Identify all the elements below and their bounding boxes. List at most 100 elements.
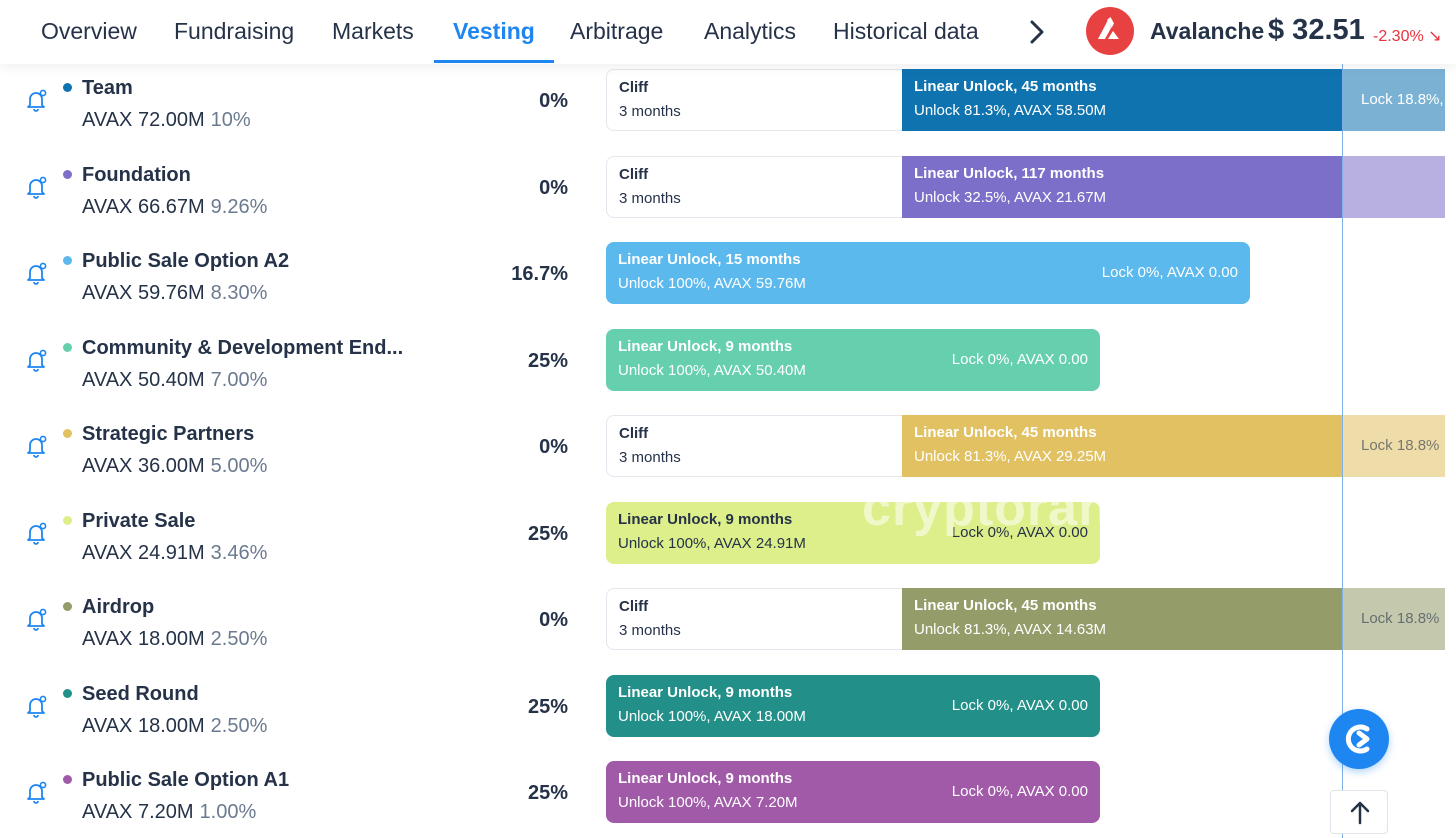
unlock-title: Linear Unlock, 9 months	[618, 770, 793, 787]
lock-detail: Lock 0%, AVAX 0.00	[951, 351, 1088, 368]
vesting-row: Seed Round AVAX 18.00M 2.50% 25% Linear Unlo…	[0, 674, 1456, 760]
notification-bell-icon[interactable]	[22, 173, 50, 201]
allocation-name: Team	[82, 77, 133, 99]
vesting-row: Team AVAX 72.00M 10% 0% Cliff 3 months Linear …	[0, 68, 1456, 154]
linear-unlock-segment[interactable]: Linear Unlock, 15 months Unlock 100%, AVA…	[606, 242, 1250, 304]
allocation-color-dot	[63, 775, 72, 784]
allocation-name: Airdrop	[82, 596, 155, 618]
tab-overview[interactable]: Overview	[41, 18, 137, 44]
allocation-amount: AVAX 50.40M 7.00%	[82, 369, 268, 391]
allocation-amount: AVAX 59.76M 8.30%	[82, 282, 268, 304]
notification-bell-icon[interactable]	[22, 259, 50, 287]
cliff-title: Cliff	[619, 598, 649, 615]
tge-unlock-percent: 25%	[527, 696, 568, 718]
vesting-row: Public Sale Option A2 AVAX 59.76M 8.30% 16.…	[0, 241, 1456, 327]
tab-fundraising[interactable]: Fundraising	[174, 18, 295, 44]
unlock-detail: Unlock 32.5%, AVAX 21.67M	[914, 189, 1107, 206]
linear-unlock-segment[interactable]: Linear Unlock, 9 months Unlock 100%, AVAX…	[606, 675, 1100, 737]
allocation-percent: 9.26%	[210, 196, 268, 218]
linear-unlock-segment[interactable]: Linear Unlock, 45 months Unlock 81.3%, AV…	[902, 588, 1343, 650]
vesting-row: Community & Development End... AVAX 50.40…	[0, 328, 1456, 414]
vesting-row: Public Sale Option A1 AVAX 7.20M 1.00% 25% L…	[0, 760, 1456, 838]
top-navigation: Overview Fundraising Markets Vesting Arb…	[0, 0, 1456, 64]
lock-detail: Lock 0%, AVAX 0.00	[951, 697, 1088, 714]
allocation-percent: 8.30%	[210, 282, 268, 304]
cliff-segment[interactable]: Cliff 3 months	[606, 156, 906, 218]
tab-arbitrage[interactable]: Arbitrage	[570, 18, 664, 44]
unlock-detail: Unlock 100%, AVAX 24.91M	[618, 535, 806, 552]
linear-unlock-segment[interactable]: Linear Unlock, 9 months Unlock 100%, AVAX…	[606, 761, 1100, 823]
vesting-row: Airdrop AVAX 18.00M 2.50% 0% Cliff 3 months Li…	[0, 587, 1456, 673]
cliff-segment[interactable]: Cliff 3 months	[606, 415, 906, 477]
allocation-percent: 3.46%	[210, 542, 268, 564]
unlock-title: Linear Unlock, 9 months	[618, 338, 793, 355]
allocation-color-dot	[63, 689, 72, 698]
allocation-percent: 7.00%	[210, 369, 268, 391]
notification-bell-icon[interactable]	[22, 692, 50, 720]
coin-price: $ 32.51	[1268, 14, 1365, 46]
notification-bell-icon[interactable]	[22, 605, 50, 633]
allocation-color-dot	[63, 602, 72, 611]
allocation-name: Public Sale Option A2	[82, 250, 290, 272]
linear-unlock-segment[interactable]: Linear Unlock, 9 months Unlock 100%, AVAX…	[606, 329, 1100, 391]
allocation-percent: 2.50%	[210, 715, 268, 737]
cliff-segment[interactable]: Cliff 3 months	[606, 588, 906, 650]
tab-historical-data[interactable]: Historical data	[833, 18, 979, 44]
scroll-to-top-button[interactable]	[1330, 790, 1388, 834]
linear-unlock-segment[interactable]: Linear Unlock, 117 months Unlock 32.5%, A…	[902, 156, 1343, 218]
chevron-right-icon[interactable]	[1022, 17, 1052, 47]
lock-detail: Lock 0%, AVAX 0.00	[951, 783, 1088, 800]
lock-detail: Lock 18.8%	[1361, 610, 1440, 627]
allocation-percent: 1.00%	[199, 801, 257, 823]
cliff-segment[interactable]: Cliff 3 months	[606, 69, 906, 131]
linear-unlock-segment[interactable]: Linear Unlock, 45 months Unlock 81.3%, AV…	[902, 415, 1343, 477]
unlock-detail: Unlock 81.3%, AVAX 14.63M	[914, 621, 1107, 638]
unlock-detail: Unlock 100%, AVAX 59.76M	[618, 275, 806, 292]
unlock-title: Linear Unlock, 9 months	[618, 684, 793, 701]
lock-segment[interactable]: Lock 18.8%	[1343, 588, 1445, 650]
lock-detail: Lock 0%, AVAX 0.00	[1101, 264, 1238, 281]
lock-segment[interactable]: Lock 18.8%	[1343, 415, 1445, 477]
tge-unlock-percent: 25%	[527, 782, 568, 804]
vesting-row: Foundation AVAX 66.67M 9.26% 0% Cliff 3 month…	[0, 155, 1456, 241]
notification-bell-icon[interactable]	[22, 778, 50, 806]
unlock-title: Linear Unlock, 15 months	[618, 251, 801, 268]
unlock-title: Linear Unlock, 9 months	[618, 511, 793, 528]
tab-analytics[interactable]: Analytics	[704, 18, 797, 44]
lock-segment[interactable]	[1343, 156, 1445, 218]
tab-markets[interactable]: Markets	[332, 18, 414, 44]
allocation-color-dot	[63, 83, 72, 92]
cryptorank-logo-button[interactable]	[1329, 709, 1389, 769]
tge-unlock-percent: 0%	[539, 90, 568, 112]
cliff-duration: 3 months	[619, 449, 681, 466]
current-date-line	[1342, 64, 1343, 838]
allocation-color-dot	[63, 256, 72, 265]
allocation-percent: 10%	[210, 109, 251, 131]
cliff-title: Cliff	[619, 425, 649, 442]
allocation-color-dot	[63, 170, 72, 179]
allocation-color-dot	[63, 343, 72, 352]
allocation-name: Public Sale Option A1	[82, 769, 290, 791]
allocation-amount: AVAX 18.00M 2.50%	[82, 715, 268, 737]
cryptorank-logo-icon	[1345, 724, 1370, 754]
allocation-amount: AVAX 72.00M 10%	[82, 109, 251, 131]
allocation-name: Seed Round	[82, 683, 199, 705]
allocation-name: Foundation	[82, 164, 191, 186]
watermark: cryptorank	[862, 479, 1141, 537]
notification-bell-icon[interactable]	[22, 432, 50, 460]
tge-unlock-percent: 0%	[539, 177, 568, 199]
linear-unlock-segment[interactable]: Linear Unlock, 45 months Unlock 81.3%, AV…	[902, 69, 1343, 131]
allocation-amount: AVAX 36.00M 5.00%	[82, 455, 268, 477]
notification-bell-icon[interactable]	[22, 519, 50, 547]
allocation-percent: 5.00%	[210, 455, 268, 477]
cliff-title: Cliff	[619, 79, 649, 96]
tab-vesting[interactable]: Vesting	[434, 0, 554, 64]
unlock-detail: Unlock 100%, AVAX 7.20M	[618, 794, 798, 811]
allocation-color-dot	[63, 429, 72, 438]
notification-bell-icon[interactable]	[22, 346, 50, 374]
linear-unlock-segment[interactable]: Linear Unlock, 9 months Unlock 100%, AVAX…	[606, 502, 1100, 564]
price-change-badge: -2.30% ↘	[1373, 28, 1442, 45]
notification-bell-icon[interactable]	[22, 86, 50, 114]
lock-segment[interactable]: Lock 18.8%, AVAX 13.50M	[1343, 69, 1445, 131]
unlock-detail: Unlock 100%, AVAX 50.40M	[618, 362, 806, 379]
